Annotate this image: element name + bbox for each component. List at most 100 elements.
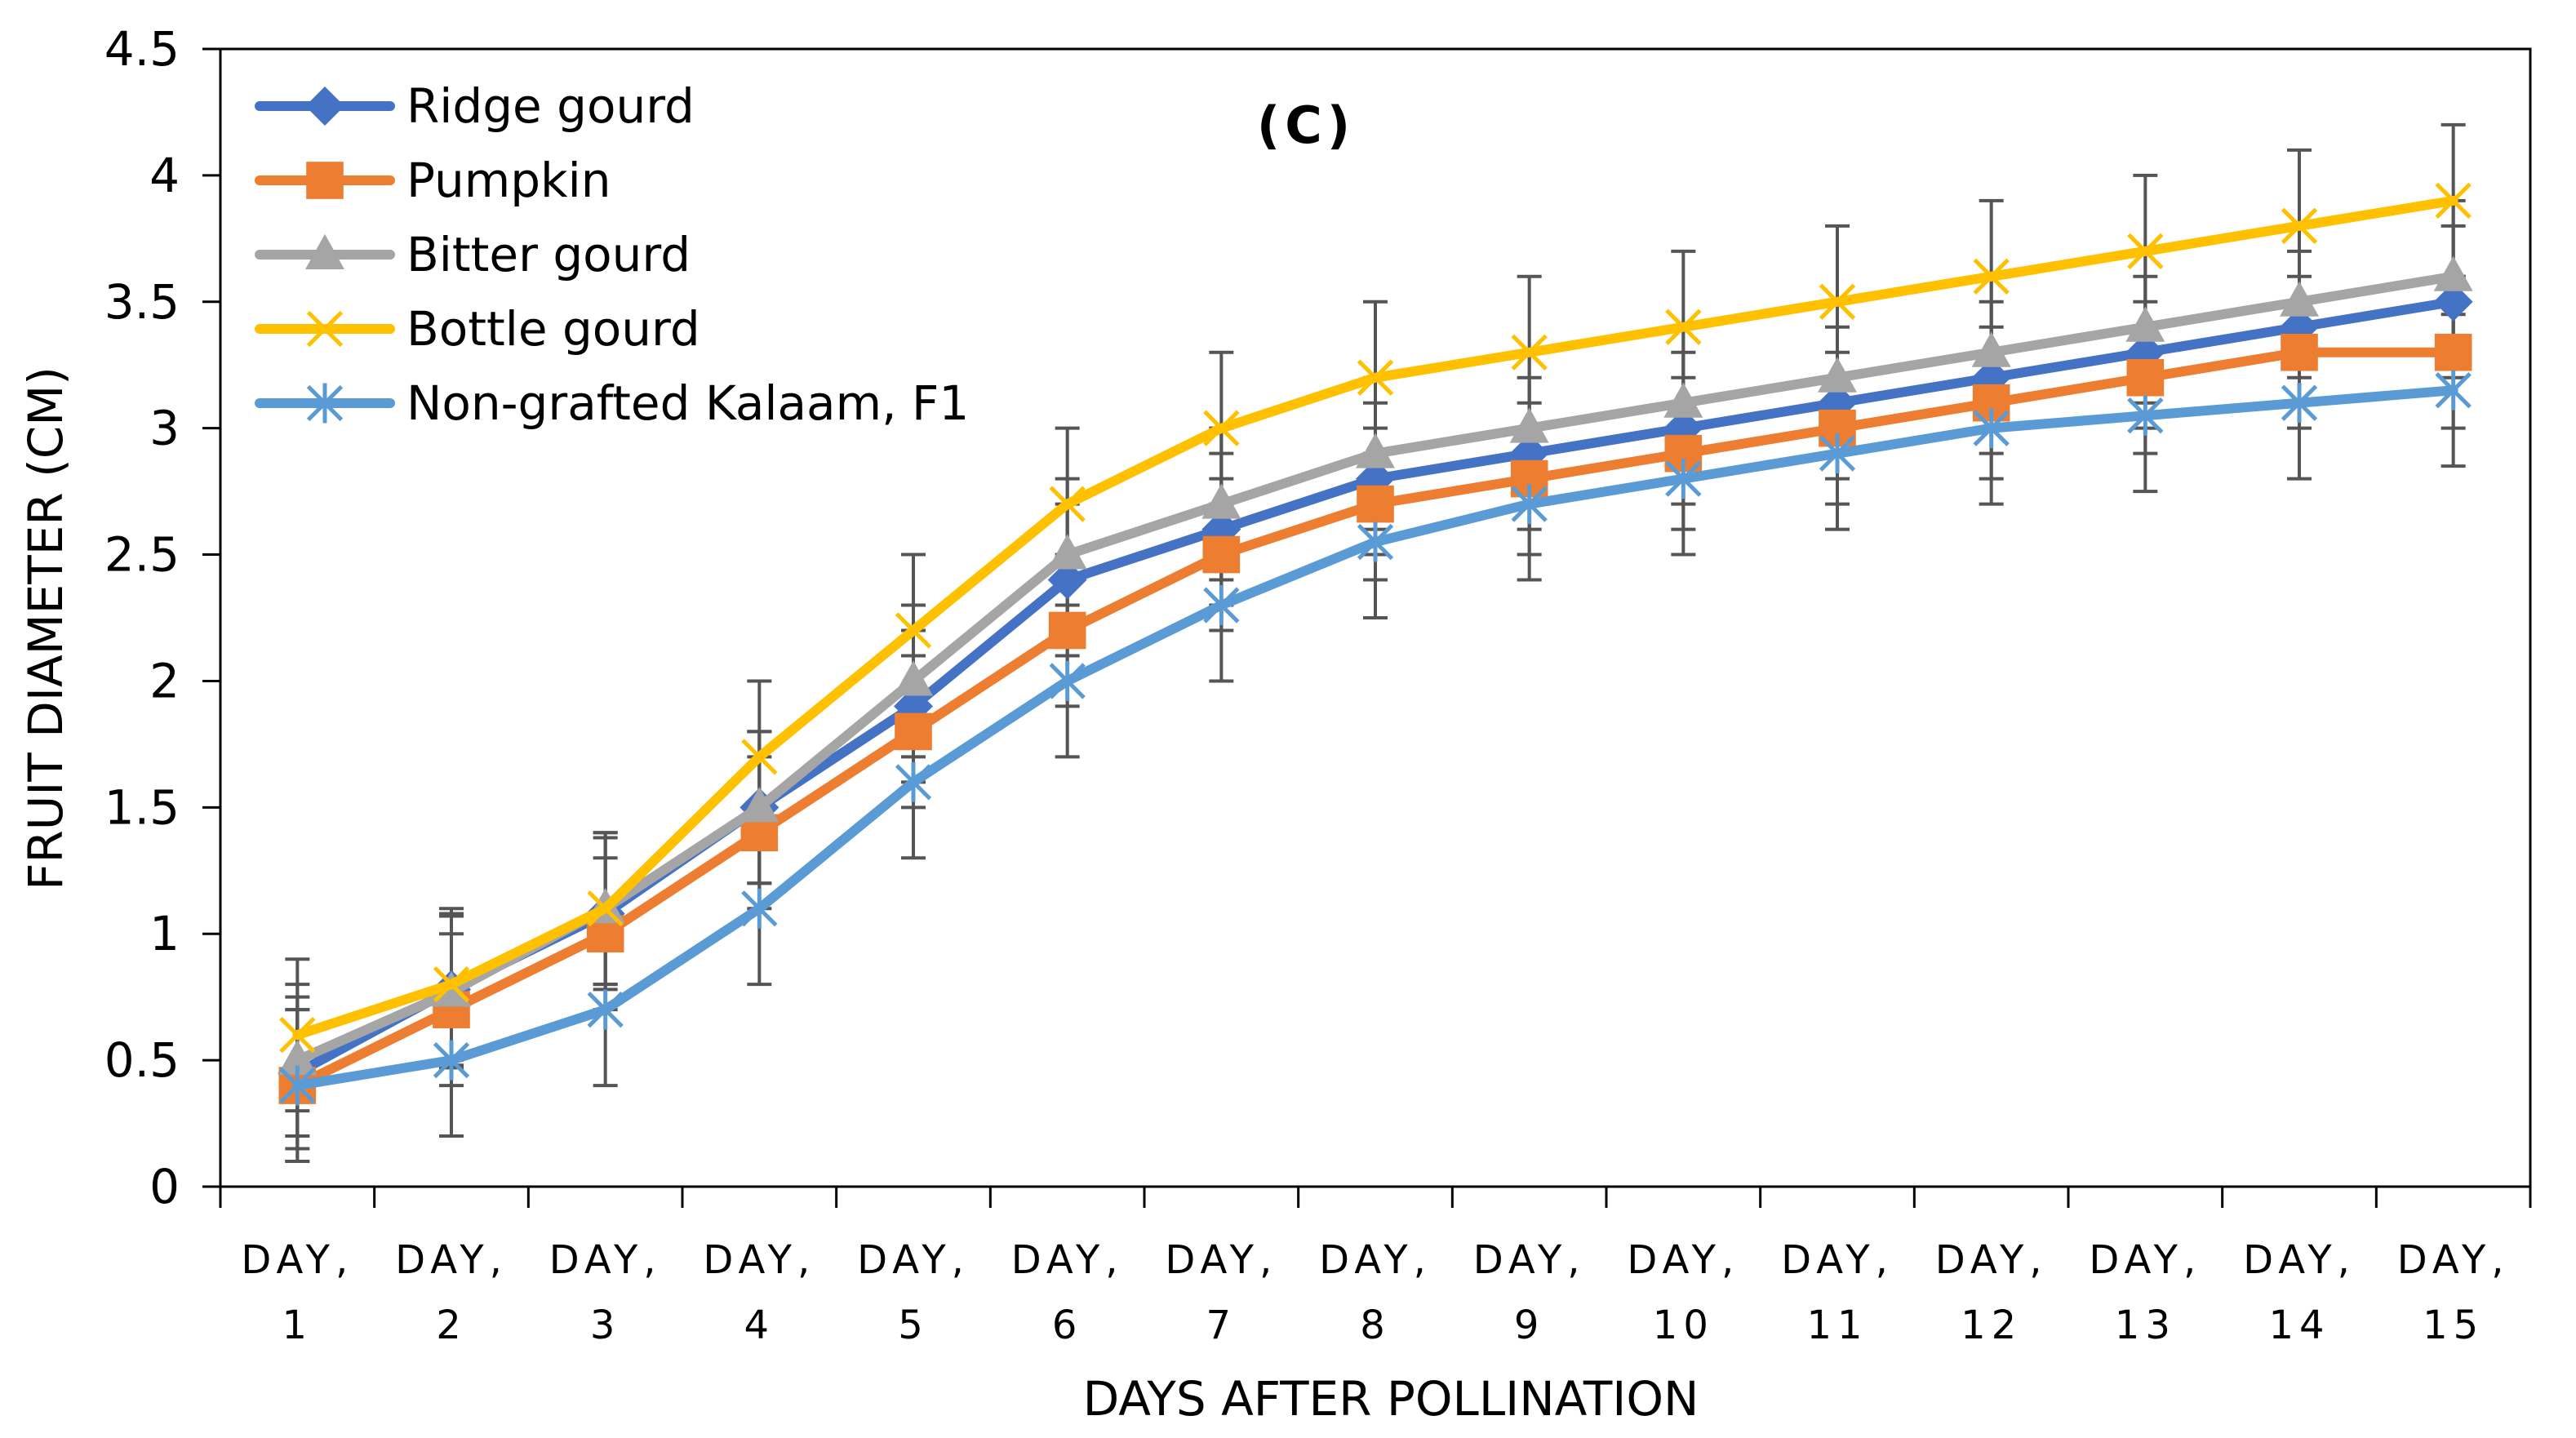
x-tick-label-bottom: 15 (2423, 1303, 2484, 1348)
star-marker (741, 888, 778, 929)
legend-label: Non-grafted Kalaam, F1 (406, 375, 969, 431)
legend-label: Bitter gourd (406, 227, 691, 282)
star-marker (2281, 383, 2318, 424)
triangle-marker (1663, 382, 1703, 418)
x-tick-label-bottom: 3 (590, 1303, 621, 1348)
x-tick-label-top: DAY, (2243, 1237, 2356, 1283)
chart-title: (C) (1257, 95, 1355, 155)
y-tick-label: 4 (149, 148, 180, 203)
star-marker (433, 1040, 470, 1081)
triangle-marker (2125, 306, 2165, 342)
x-marker (279, 1016, 316, 1054)
y-tick-label: 2.5 (104, 527, 180, 583)
legend-entry: Bitter gourd (255, 227, 691, 282)
x-marker-stroke (279, 1016, 316, 1054)
x-tick-label-bottom: 4 (744, 1303, 775, 1348)
triangle-marker (894, 660, 933, 696)
x-tick-label-top: DAY, (857, 1237, 970, 1283)
x-marker-stroke (1049, 486, 1086, 522)
x-marker-stroke (1819, 283, 1856, 320)
triangle-marker (739, 787, 779, 823)
triangle-marker (278, 1039, 318, 1076)
triangle-marker (2280, 281, 2319, 317)
star-marker (1973, 408, 2010, 449)
x-marker (1665, 308, 1702, 345)
star-marker (279, 1065, 316, 1106)
square-marker (895, 712, 932, 751)
square-marker (2434, 333, 2472, 371)
labels-layer: (C) DAYS AFTER POLLINATION FRUIT DIAMETE… (18, 21, 2510, 1427)
x-tick-label-bottom: 6 (1052, 1303, 1083, 1348)
legend-label: Bottle gourd (406, 301, 700, 357)
x-tick-label-bottom: 8 (1360, 1303, 1391, 1348)
x-marker (306, 310, 344, 348)
axes-layer (202, 47, 2532, 1208)
x-tick-label-top: DAY, (1935, 1237, 2048, 1283)
x-tick-label-top: DAY, (395, 1237, 508, 1283)
diamond-marker (1047, 560, 1087, 600)
x-tick-label-top: DAY, (703, 1237, 815, 1283)
x-marker (433, 966, 470, 1003)
legend-entry: Pumpkin (255, 153, 611, 208)
star-marker (1049, 660, 1086, 701)
x-tick-label-bottom: 10 (1653, 1303, 1714, 1348)
y-tick-label: 0.5 (104, 1032, 180, 1088)
star-marker (1357, 521, 1394, 562)
x-marker (2127, 233, 2164, 269)
x-tick-label-top: DAY, (1627, 1237, 1739, 1283)
star-marker (895, 761, 932, 802)
triangle-marker (1818, 357, 1857, 393)
star-marker (1511, 484, 1548, 525)
x-tick-label-bottom: 14 (2268, 1303, 2330, 1348)
legend-entry: Bottle gourd (255, 301, 700, 357)
x-marker-stroke (741, 739, 778, 775)
x-tick-label-top: DAY, (2397, 1237, 2510, 1283)
y-tick-label: 1 (149, 906, 180, 961)
x-marker-stroke (2127, 233, 2164, 269)
triangle-marker (2433, 255, 2473, 291)
x-tick-label-top: DAY, (1781, 1237, 1894, 1283)
triangle-marker (1971, 331, 2011, 367)
star-marker (306, 383, 344, 424)
triangle-marker (1509, 407, 1549, 443)
square-marker (2126, 358, 2165, 397)
y-axis-title: FRUIT DIAMETER (CM) (18, 366, 73, 890)
star-marker (2127, 395, 2164, 436)
triangle-marker (1201, 483, 1241, 519)
x-marker (1049, 486, 1086, 522)
x-marker-stroke (1973, 258, 2010, 295)
legend-entry: Ridge gourd (255, 78, 695, 134)
x-marker (587, 890, 624, 927)
x-marker (1203, 410, 1240, 446)
x-axis-title: DAYS AFTER POLLINATION (1083, 1371, 1699, 1427)
series-non-grafted-kalaam-f1 (279, 370, 2472, 1106)
star-marker (587, 989, 624, 1030)
star-marker (1665, 459, 1702, 499)
x-tick-label-bottom: 13 (2115, 1303, 2176, 1348)
y-tick-label: 2 (149, 653, 180, 708)
x-marker-stroke (433, 966, 470, 1003)
x-marker-stroke (306, 310, 344, 348)
x-tick-label-top: DAY, (2089, 1237, 2201, 1283)
square-marker (2281, 333, 2318, 371)
square-marker (306, 162, 344, 199)
x-tick-label-top: DAY, (1473, 1237, 1586, 1283)
triangle-marker (1047, 534, 1087, 570)
triangle-marker (305, 233, 344, 269)
legend-entry: Non-grafted Kalaam, F1 (255, 375, 969, 431)
star-marker (2435, 370, 2472, 411)
x-tick-label-top: DAY, (1319, 1237, 1432, 1283)
x-marker (741, 739, 778, 775)
x-tick-label-top: DAY, (549, 1237, 662, 1283)
x-marker-stroke (2435, 182, 2472, 220)
x-tick-label-bottom: 2 (436, 1303, 467, 1348)
x-marker-stroke (1511, 334, 1548, 371)
legend-label: Pumpkin (406, 153, 611, 208)
square-marker (1357, 485, 1394, 523)
x-marker (2281, 207, 2318, 245)
diamond-marker (2433, 282, 2473, 322)
y-tick-label: 3 (149, 401, 180, 456)
triangle-marker (1356, 433, 1395, 468)
x-tick-label-top: DAY, (241, 1237, 353, 1283)
